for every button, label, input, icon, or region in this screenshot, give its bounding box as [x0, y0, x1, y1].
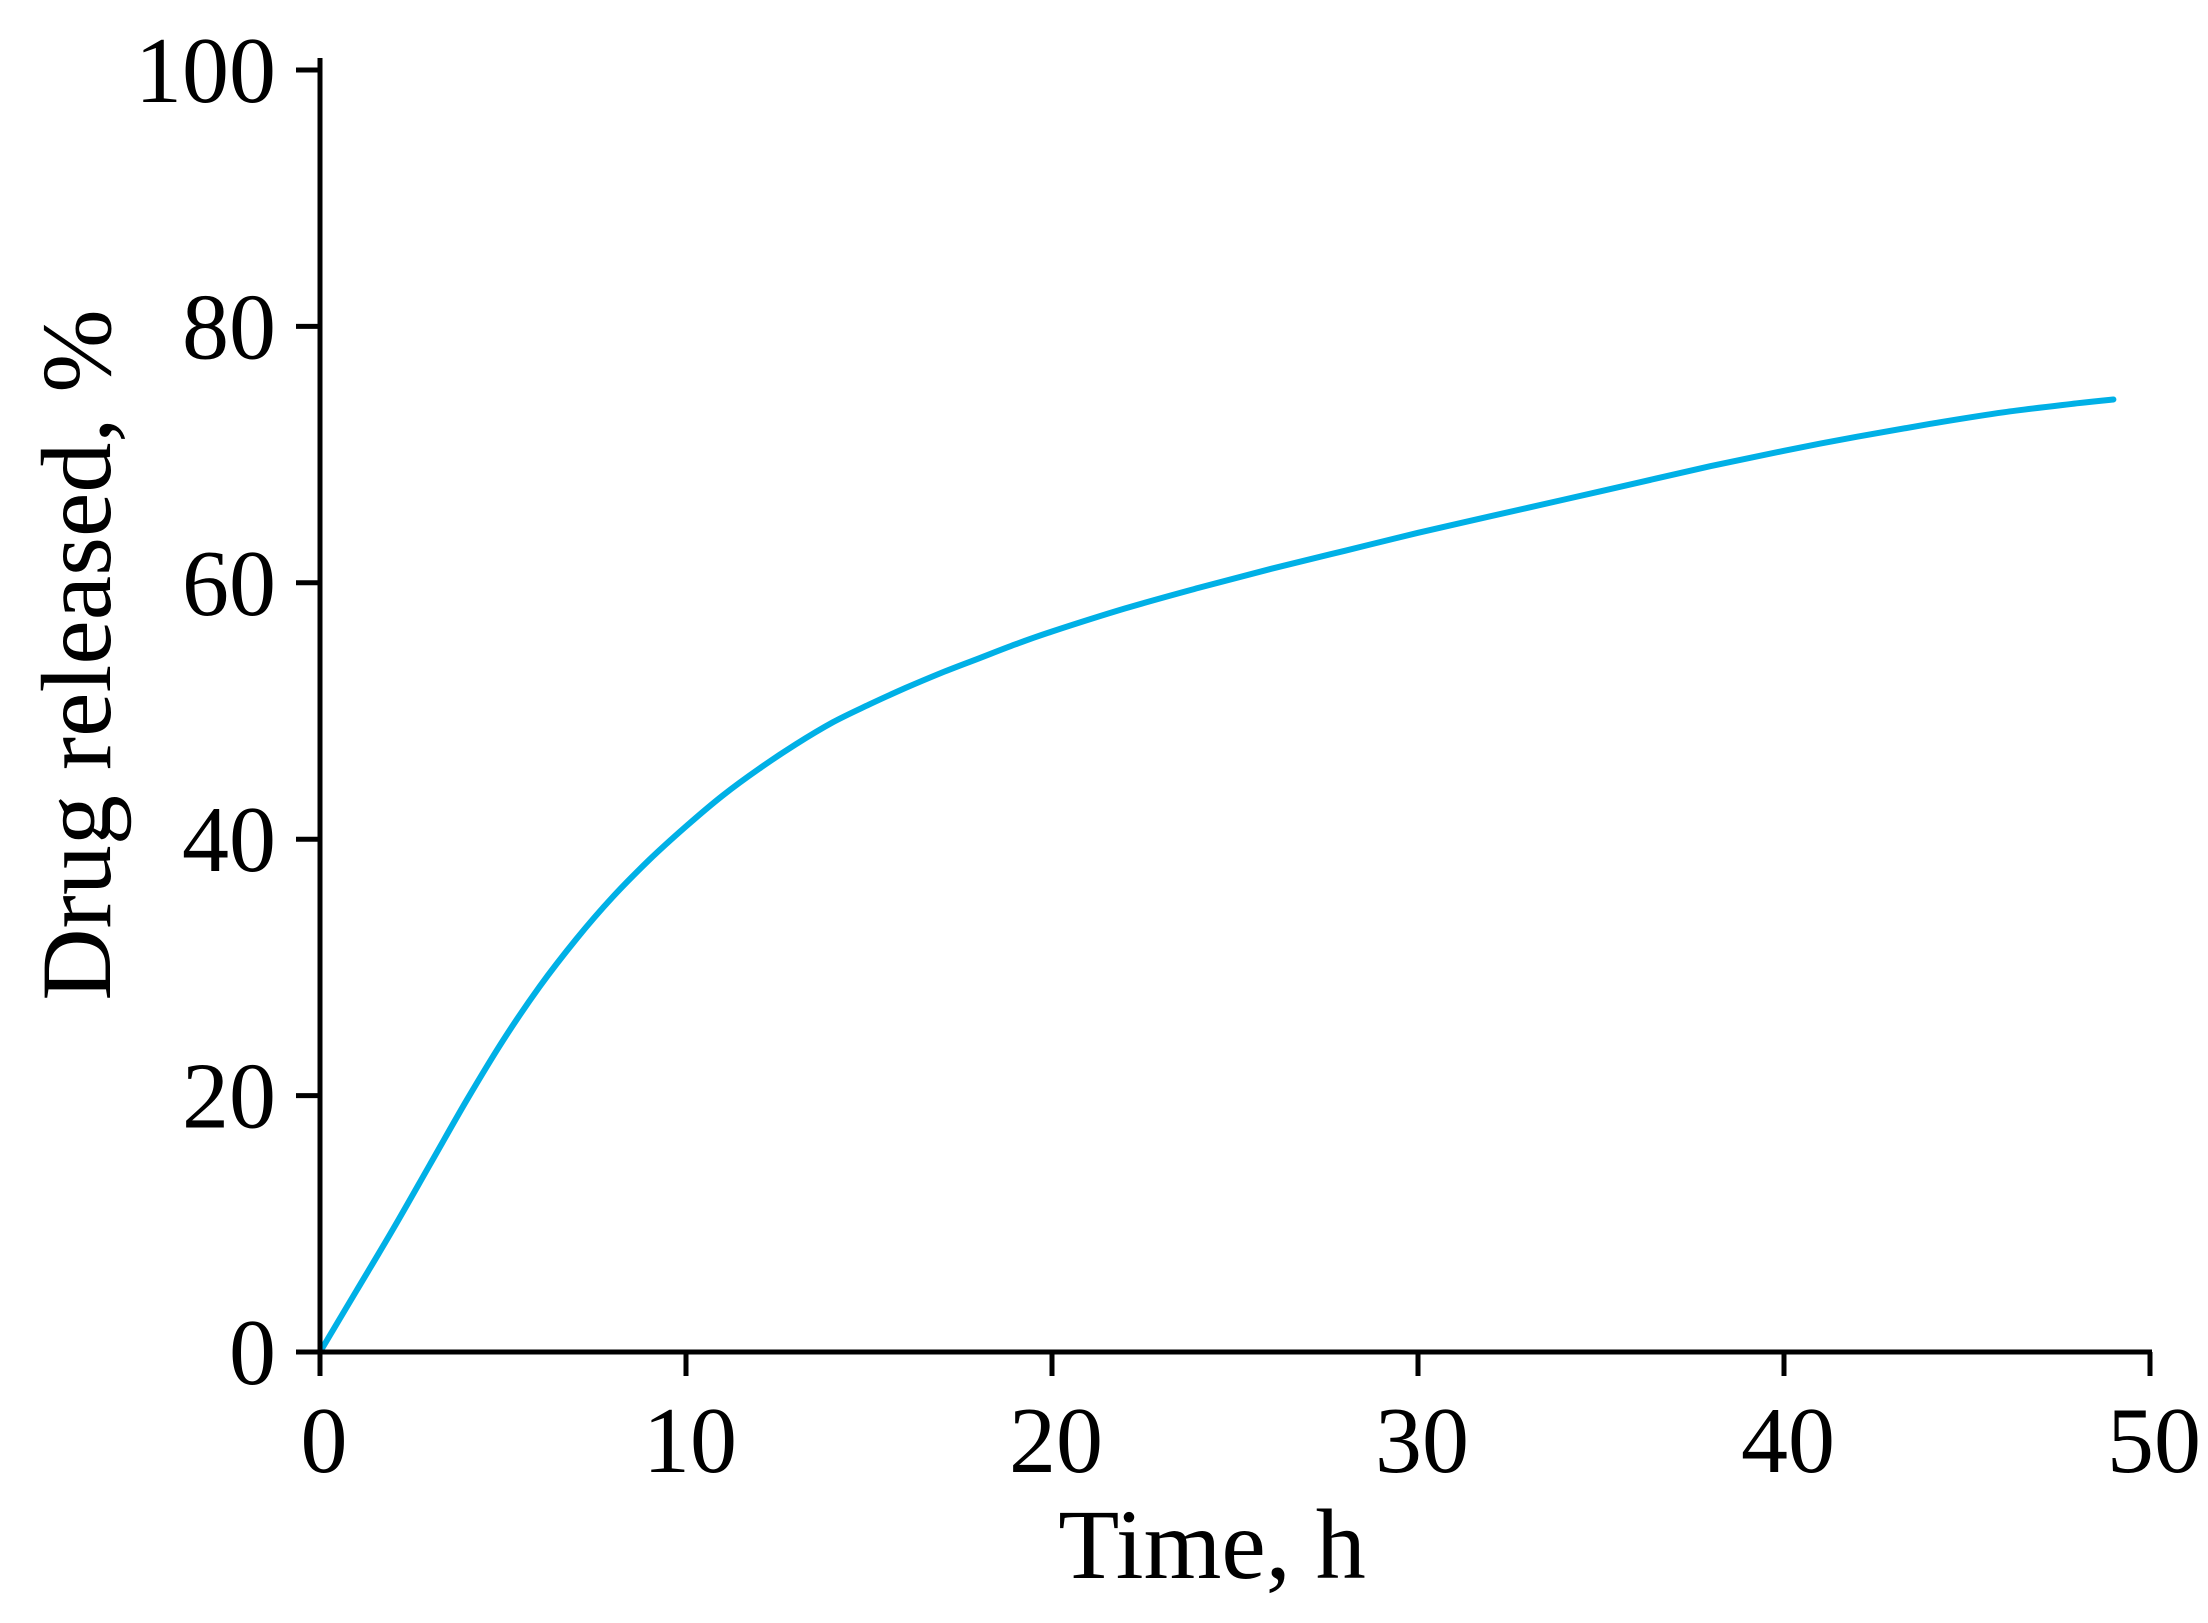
y-axis-title: Drug released, %	[21, 309, 132, 1000]
axes	[317, 58, 2152, 1355]
ticks: 0 10 20 30 40 50 0 20 40 60 80 100	[135, 19, 2201, 1493]
y-tick-label: 100	[135, 19, 276, 123]
y-tick-label: 40	[182, 788, 276, 892]
y-tick-label: 20	[182, 1045, 276, 1149]
x-tick-label: 10	[643, 1389, 737, 1493]
plot-area	[317, 396, 2117, 1355]
y-tick-label: 60	[182, 532, 276, 636]
y-tick-label: 0	[229, 1301, 276, 1405]
x-tick-label: 40	[1741, 1389, 1835, 1493]
x-tick-label: 20	[1009, 1389, 1103, 1493]
x-tick-label: 50	[2107, 1389, 2201, 1493]
x-axis-title: Time, h	[1058, 1489, 1366, 1600]
x-tick-label: 30	[1375, 1389, 1469, 1493]
y-tick-label: 80	[182, 275, 276, 379]
series-line-0	[317, 396, 2117, 1355]
x-tick-label: 0	[301, 1389, 348, 1493]
